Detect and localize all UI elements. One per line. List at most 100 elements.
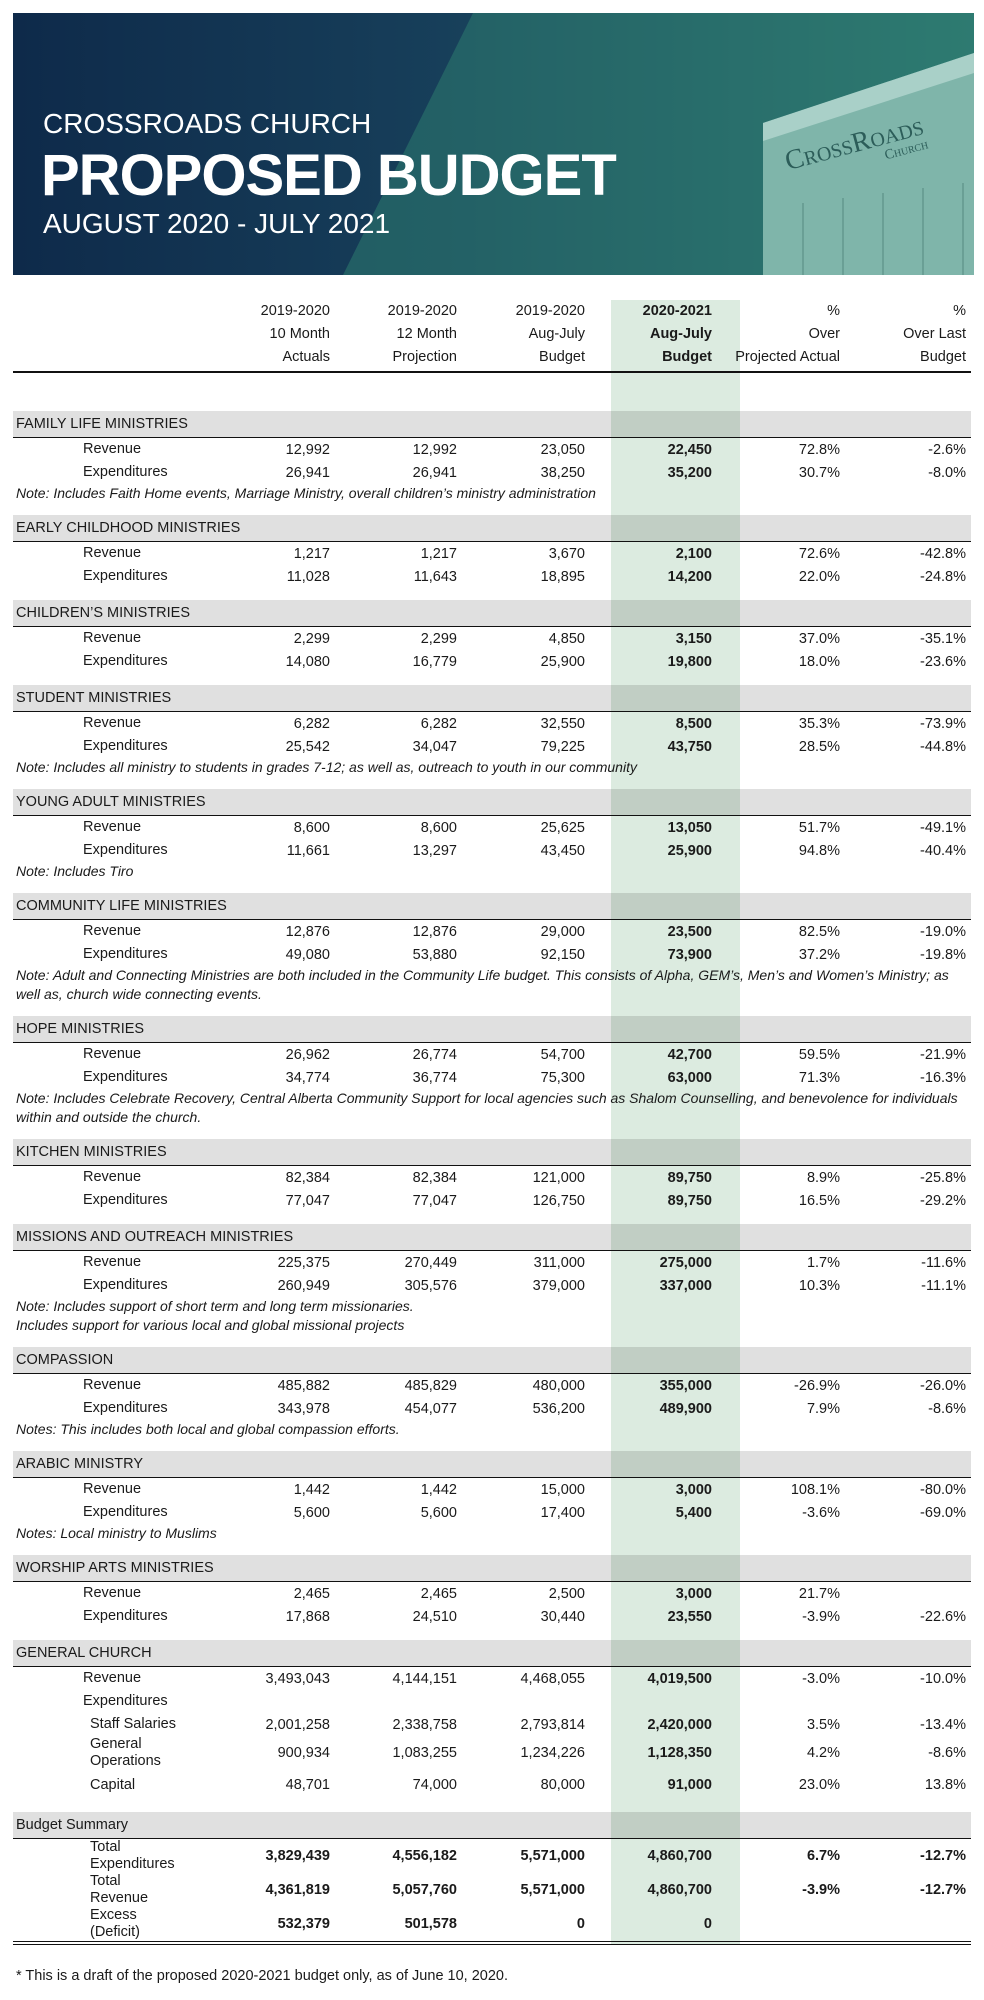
row-label: Revenue [83,1169,142,1185]
row-label: General Operations [90,1736,161,1769]
row-label: Expenditures [83,464,168,480]
cell: 454,077 [404,1400,457,1417]
column-header: % Over Projected Actual [712,300,840,369]
cell: 6.7% [806,1848,840,1864]
cell: 8,600 [293,819,330,836]
cell: 21.7% [798,1585,840,1602]
data-row: Revenue 6,282 6,282 32,550 8,500 35.3% -73.9% [13,712,971,735]
footnote: * This is a draft of the proposed 2020-2… [16,1968,509,1984]
cell: 72.6% [798,545,840,562]
note: Notes: Local ministry to Muslims [16,1525,217,1541]
section: GENERAL CHURCH Revenue 3,493,043 4,144,151 4… [13,1640,971,1800]
section: COMPASSION Revenue 485,882 485,829 480,000 35… [13,1347,971,1439]
section: STUDENT MINISTRIES Revenue 6,282 6,282 32,55… [13,685,971,777]
cell: 3,150 [675,630,712,647]
cell: 1.7% [806,1254,840,1271]
cell: -19.0% [920,923,966,940]
cell: 14,080 [285,653,330,670]
data-row: Revenue 82,384 82,384 121,000 89,750 8.9% -25.… [13,1166,971,1189]
cell: 5,600 [293,1504,330,1521]
row-label: Expenditures [83,1069,168,1085]
cell: 32,550 [540,715,585,732]
section-title: FAMILY LIFE MINISTRIES [13,411,971,438]
column-header-line: 2019-2020 [260,303,330,319]
cell: 3,670 [548,545,585,562]
cell: 13,297 [412,842,457,859]
cell: -73.9% [920,715,966,732]
cell: 2,299 [293,630,330,647]
cell: 16.5% [798,1192,840,1209]
cell: 89,750 [667,1169,712,1186]
row-label: Revenue [83,1377,142,1393]
row-label: Expenditures [83,842,168,858]
section: CHILDREN’S MINISTRIES Revenue 2,299 2,299 4,… [13,600,971,673]
cell: 6,282 [293,715,330,732]
row-label: Expenditures [83,1192,168,1208]
data-row: Revenue 3,493,043 4,144,151 4,468,055 4,019,… [13,1667,971,1690]
section-title: CHILDREN’S MINISTRIES [13,600,971,627]
section-title: Budget Summary [13,1812,971,1839]
cell: -3.9% [802,1608,840,1625]
row-label: Revenue [83,1046,142,1062]
cell: 225,375 [277,1254,330,1271]
cell: 0 [576,1916,585,1932]
cell: 343,978 [277,1400,330,1417]
note: Includes support for various local and g… [16,1317,405,1333]
column-header-line: 2020-2021 [642,303,712,319]
cell: 5,571,000 [520,1848,585,1864]
data-row: Revenue 2,299 2,299 4,850 3,150 37.0% -35.1% [13,627,971,650]
column-header: 2019-2020 Aug-July Budget [457,300,585,369]
cell: 14,200 [667,568,712,585]
column-header-line: Budget [662,349,712,365]
cell: 54,700 [540,1046,585,1063]
section: EARLY CHILDHOOD MINISTRIES Revenue 1,217 1,… [13,515,971,588]
cell: 4.2% [806,1745,840,1761]
cell: 12,992 [412,441,457,458]
row-label: Capital [90,1776,136,1793]
cell: 270,449 [404,1254,457,1271]
cell: 4,144,151 [392,1670,457,1687]
cell: -2.6% [928,441,966,458]
data-row: Expenditures 5,600 5,600 17,400 5,400 -3.6% -6… [13,1501,971,1524]
data-row: Revenue 1,442 1,442 15,000 3,000 108.1% -80.0% [13,1478,971,1501]
cell: 3,493,043 [265,1670,330,1687]
row-label: Revenue [83,819,142,835]
cell: 43,450 [540,842,585,859]
cell: 23,550 [667,1608,712,1625]
section-title: YOUNG ADULT MINISTRIES [13,789,971,816]
cell: 4,860,700 [647,1848,712,1864]
data-row: Expenditures 11,661 13,297 43,450 25,900 94.8… [13,839,971,862]
data-row: Revenue 12,992 12,992 23,050 22,450 72.8% -2.6… [13,438,971,461]
cell: 23,050 [540,441,585,458]
cell: 91,000 [667,1777,712,1793]
cell: 3.5% [806,1716,840,1733]
cell: 30,440 [540,1608,585,1625]
cell: 18.0% [798,653,840,670]
row-label: Revenue [83,1254,142,1270]
cell: 42,700 [667,1046,712,1063]
cell: 26,941 [285,464,330,481]
column-header-line: Over [808,326,840,342]
column-header-line: Aug-July [528,326,585,342]
cell: 2,500 [548,1585,585,1602]
cell: 2,465 [420,1585,457,1602]
cell: -44.8% [920,738,966,755]
column-header: 2020-2021 Aug-July Budget [585,300,712,369]
cell: -29.2% [920,1192,966,1209]
column-header: % Over Last Budget [840,300,966,369]
cell: 79,225 [540,738,585,755]
cell: -19.8% [920,946,966,963]
cell: 24,510 [412,1608,457,1625]
note: Notes: This includes both local and glob… [16,1421,400,1437]
cell: -11.6% [921,1254,966,1271]
data-row: Revenue 2,465 2,465 2,500 3,000 21.7% [13,1582,971,1605]
cell: 1,234,226 [520,1745,585,1761]
highlight-column [611,300,740,1945]
cell: 3,000 [675,1585,712,1602]
cell: 26,941 [412,464,457,481]
cell: 35,200 [667,464,712,481]
section: WORSHIP ARTS MINISTRIES Revenue 2,465 2,465… [13,1555,971,1628]
data-row: Capital 48,701 74,000 80,000 91,000 23.0% 13.8… [13,1770,971,1800]
cell: 11,028 [286,568,330,585]
period: AUGUST 2020 - JULY 2021 [43,208,391,239]
